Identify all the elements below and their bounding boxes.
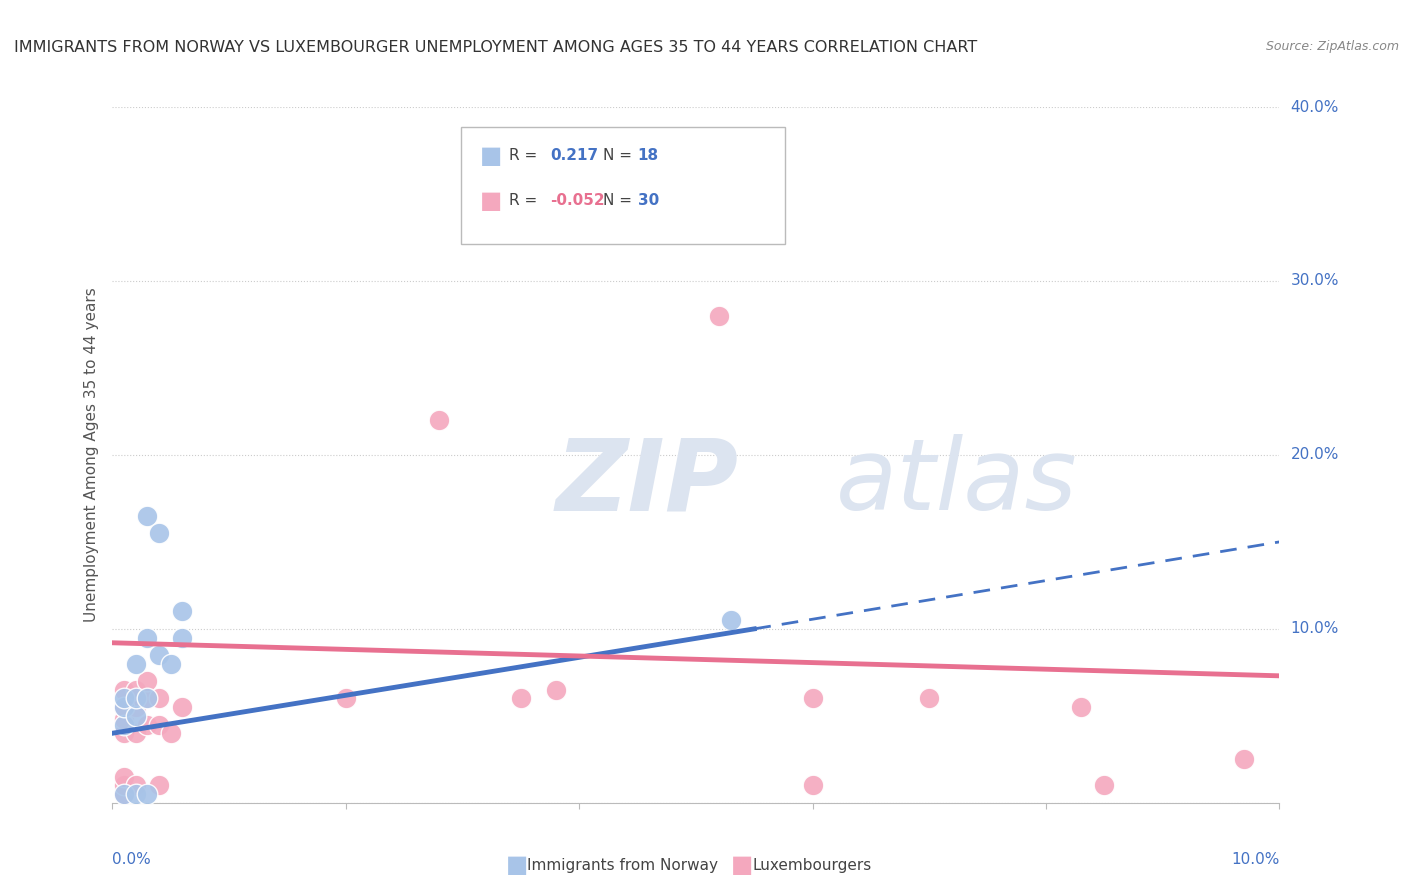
Point bbox=[125, 778, 148, 793]
Point bbox=[335, 691, 357, 706]
Text: IMMIGRANTS FROM NORWAY VS LUXEMBOURGER UNEMPLOYMENT AMONG AGES 35 TO 44 YEARS CO: IMMIGRANTS FROM NORWAY VS LUXEMBOURGER U… bbox=[14, 40, 977, 55]
Point bbox=[148, 691, 170, 706]
Text: N =: N = bbox=[603, 148, 637, 163]
Point bbox=[1094, 778, 1116, 793]
Text: 0.0%: 0.0% bbox=[112, 852, 152, 866]
Point bbox=[125, 787, 148, 801]
Text: R =: R = bbox=[509, 148, 543, 163]
Text: ZIP: ZIP bbox=[555, 434, 740, 532]
Point bbox=[125, 691, 148, 706]
Text: Source: ZipAtlas.com: Source: ZipAtlas.com bbox=[1265, 40, 1399, 54]
Point bbox=[112, 700, 135, 714]
Point bbox=[709, 309, 731, 323]
Point bbox=[509, 691, 531, 706]
Point bbox=[1070, 700, 1092, 714]
Point bbox=[148, 648, 170, 662]
Point bbox=[112, 691, 135, 706]
Point bbox=[544, 682, 567, 697]
Text: 30: 30 bbox=[638, 194, 659, 209]
Point bbox=[172, 631, 194, 645]
Text: R =: R = bbox=[509, 194, 543, 209]
Point bbox=[801, 778, 824, 793]
Point bbox=[112, 770, 135, 784]
Point bbox=[1233, 752, 1256, 766]
Point bbox=[136, 674, 159, 689]
Point bbox=[136, 508, 159, 523]
Text: ■: ■ bbox=[479, 144, 502, 168]
Point bbox=[136, 631, 159, 645]
Point bbox=[125, 726, 148, 740]
Point bbox=[112, 700, 135, 714]
Text: 10.0%: 10.0% bbox=[1232, 852, 1279, 866]
Text: N =: N = bbox=[603, 194, 637, 209]
Text: Immigrants from Norway: Immigrants from Norway bbox=[527, 858, 718, 872]
Text: 20.0%: 20.0% bbox=[1291, 448, 1339, 462]
Point bbox=[125, 700, 148, 714]
Point bbox=[172, 700, 194, 714]
Point bbox=[112, 787, 135, 801]
Point bbox=[720, 613, 742, 627]
Point bbox=[160, 726, 183, 740]
Point bbox=[112, 787, 135, 801]
Text: ■: ■ bbox=[479, 189, 502, 213]
Point bbox=[125, 682, 148, 697]
Point bbox=[148, 526, 170, 541]
Point bbox=[172, 605, 194, 619]
Point bbox=[125, 708, 148, 723]
Point bbox=[112, 726, 135, 740]
Text: ■: ■ bbox=[731, 854, 754, 877]
Point bbox=[125, 657, 148, 671]
Point bbox=[112, 712, 135, 726]
Text: 30.0%: 30.0% bbox=[1291, 274, 1339, 288]
Point bbox=[136, 717, 159, 731]
Point bbox=[148, 778, 170, 793]
Point bbox=[136, 787, 159, 801]
Text: 18: 18 bbox=[638, 148, 659, 163]
Point bbox=[160, 657, 183, 671]
Point bbox=[112, 778, 135, 793]
Y-axis label: Unemployment Among Ages 35 to 44 years: Unemployment Among Ages 35 to 44 years bbox=[83, 287, 98, 623]
Point bbox=[112, 682, 135, 697]
Point bbox=[918, 691, 941, 706]
Text: 10.0%: 10.0% bbox=[1291, 622, 1339, 636]
Point bbox=[136, 691, 159, 706]
Point bbox=[427, 413, 450, 427]
Point bbox=[112, 717, 135, 731]
Point bbox=[801, 691, 824, 706]
Point bbox=[148, 717, 170, 731]
Text: 0.217: 0.217 bbox=[550, 148, 598, 163]
Text: ■: ■ bbox=[506, 854, 529, 877]
Text: atlas: atlas bbox=[837, 434, 1077, 532]
Point bbox=[136, 691, 159, 706]
Text: 40.0%: 40.0% bbox=[1291, 100, 1339, 114]
Text: Luxembourgers: Luxembourgers bbox=[752, 858, 872, 872]
Text: -0.052: -0.052 bbox=[550, 194, 605, 209]
